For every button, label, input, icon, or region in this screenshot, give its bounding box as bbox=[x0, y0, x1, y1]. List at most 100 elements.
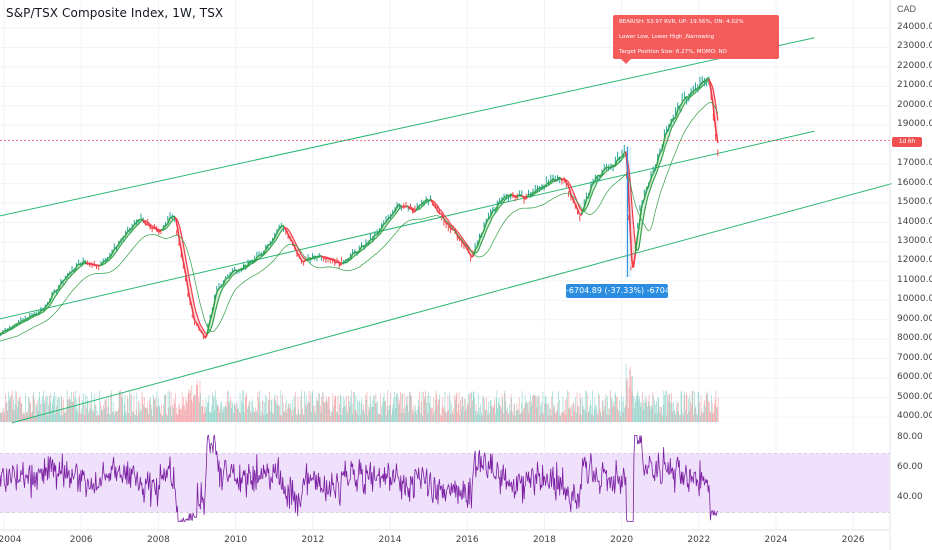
volume-bar bbox=[207, 401, 209, 422]
volume-bar bbox=[431, 407, 432, 422]
volume-bar bbox=[509, 404, 510, 422]
slow-band-segment bbox=[603, 172, 606, 174]
volume-bar bbox=[513, 403, 515, 422]
fast-band-segment bbox=[578, 212, 581, 215]
volume-bar bbox=[27, 410, 29, 422]
volume-bar bbox=[109, 414, 111, 422]
volume-bar bbox=[93, 412, 95, 422]
fast-band-segment bbox=[585, 197, 588, 200]
volume-bar bbox=[699, 415, 701, 422]
slow-band-segment bbox=[603, 172, 605, 175]
volume-bar bbox=[239, 393, 241, 422]
volume-bar bbox=[248, 402, 250, 422]
volume-bar bbox=[167, 415, 168, 422]
fast-band-segment bbox=[510, 193, 513, 196]
slow-band-segment bbox=[311, 258, 313, 260]
fast-band-segment bbox=[149, 225, 152, 228]
slow-band-segment bbox=[248, 264, 250, 267]
fast-band-segment bbox=[347, 258, 350, 261]
volume-bar bbox=[580, 398, 582, 422]
fast-band-segment bbox=[636, 230, 640, 236]
fast-band-segment bbox=[59, 283, 62, 287]
fast-band-segment bbox=[599, 174, 602, 177]
volume-bar bbox=[496, 390, 498, 422]
volume-bar bbox=[554, 404, 556, 422]
volume-bar bbox=[92, 408, 94, 422]
volume-bar bbox=[397, 397, 399, 422]
fast-band-segment bbox=[489, 215, 492, 218]
fast-band-segment bbox=[134, 222, 137, 225]
fast-band-segment bbox=[102, 261, 105, 263]
slow-band-segment bbox=[380, 231, 383, 234]
fast-band-segment bbox=[198, 326, 201, 330]
volume-bar bbox=[649, 405, 651, 422]
volume-bar bbox=[40, 413, 42, 422]
volume-bar bbox=[612, 406, 613, 422]
fast-band-segment bbox=[570, 195, 574, 199]
volume-bar bbox=[509, 411, 511, 422]
slow-band-segment bbox=[220, 289, 223, 292]
slow-band-segment bbox=[351, 257, 354, 259]
volume-bar bbox=[293, 395, 295, 422]
volume-bar bbox=[223, 409, 225, 422]
volume-bar bbox=[676, 404, 677, 422]
fast-band-segment bbox=[588, 191, 591, 195]
fast-band-segment bbox=[475, 247, 478, 250]
volume-bar bbox=[297, 397, 299, 422]
slow-band-segment bbox=[668, 133, 671, 137]
fast-band-segment bbox=[185, 277, 188, 283]
volume-bar bbox=[463, 405, 464, 422]
slow-band-segment bbox=[131, 229, 134, 232]
volume-bar bbox=[605, 394, 607, 422]
fast-band-segment bbox=[657, 155, 660, 158]
slow-band-segment bbox=[124, 237, 127, 240]
slow-band-segment bbox=[266, 249, 269, 252]
slow-band-segment bbox=[148, 222, 151, 225]
volume-bar bbox=[134, 414, 135, 422]
slow-band-segment bbox=[190, 286, 193, 291]
volume-bar bbox=[490, 399, 492, 422]
slow-band-segment bbox=[439, 209, 442, 211]
slow-band-segment bbox=[494, 212, 497, 214]
volume-bar bbox=[64, 410, 66, 422]
fast-band-segment bbox=[46, 303, 49, 306]
volume-bar bbox=[104, 399, 106, 422]
volume-bar bbox=[620, 411, 622, 422]
volume-bar bbox=[613, 402, 614, 422]
fast-band-segment bbox=[51, 294, 54, 297]
fast-band-segment bbox=[138, 218, 141, 221]
slow-band-segment bbox=[110, 256, 113, 259]
slow-band-segment bbox=[667, 135, 670, 139]
drawdown-measure-label[interactable]: -6704.89 (-37.33%) -670489 bbox=[566, 284, 680, 298]
volume-bar bbox=[364, 414, 366, 422]
slow-band-segment bbox=[434, 202, 437, 205]
fast-band-segment bbox=[192, 313, 195, 317]
slow-band-segment bbox=[622, 156, 624, 159]
fast-band-segment bbox=[387, 217, 390, 220]
price-bands bbox=[0, 76, 719, 342]
fast-band-segment bbox=[478, 237, 482, 240]
volume-bar bbox=[601, 415, 602, 422]
volume-bar bbox=[341, 414, 343, 422]
volume-bar bbox=[568, 391, 570, 422]
volume-bar bbox=[408, 411, 409, 422]
slow-band-segment bbox=[467, 246, 470, 248]
slow-band-segment bbox=[361, 249, 363, 251]
slow-band-segment bbox=[367, 244, 370, 246]
slow-band-segment bbox=[459, 234, 462, 237]
slow-band-segment bbox=[436, 204, 439, 207]
slow-band-segment bbox=[401, 206, 403, 208]
volume-bar bbox=[644, 402, 645, 422]
volume-bar bbox=[8, 391, 9, 422]
fast-band-segment bbox=[662, 139, 666, 143]
slow-band-segment bbox=[675, 117, 678, 120]
fast-band-segment bbox=[507, 194, 510, 197]
slow-band-segment bbox=[271, 244, 273, 247]
volume-bar bbox=[674, 409, 675, 422]
volume-bar bbox=[578, 414, 580, 422]
fast-band-segment bbox=[202, 334, 205, 337]
volume-bar bbox=[593, 415, 594, 422]
slow-band-segment bbox=[175, 217, 178, 220]
slow-band-segment bbox=[290, 233, 293, 236]
